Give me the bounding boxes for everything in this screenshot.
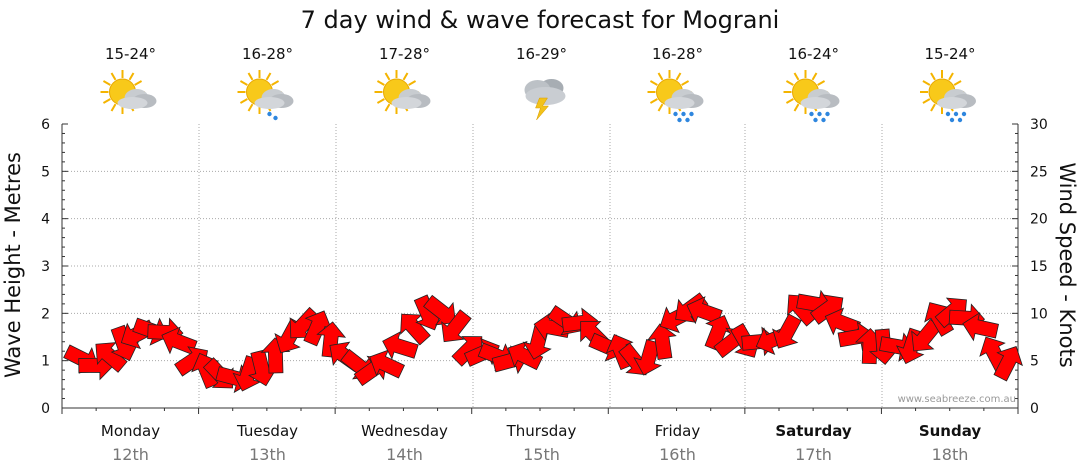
left-tick-label: 3	[41, 259, 50, 275]
partly-cloudy-icon	[100, 70, 157, 114]
wind-arrow	[772, 313, 802, 349]
wind-arrow	[289, 306, 321, 339]
wind-arrow	[382, 331, 419, 360]
wind-arrow	[993, 346, 1023, 382]
day-label: Friday	[655, 422, 701, 440]
date-label: 12th	[112, 445, 149, 464]
left-tick-label: 5	[41, 164, 50, 180]
left-tick-label: 4	[41, 212, 50, 228]
temperature-range: 16-29°	[516, 45, 567, 63]
wind-arrow	[423, 294, 456, 326]
wind-arrow	[824, 307, 861, 336]
showers-icon	[647, 70, 704, 123]
right-tick-label: 0	[1030, 401, 1039, 417]
left-tick-label: 1	[41, 354, 50, 370]
date-label: 13th	[249, 445, 286, 464]
wind-arrow	[400, 313, 431, 346]
left-axis-label: Wave Height - Metres	[1, 152, 25, 378]
light-rain-icon	[237, 70, 294, 121]
partly-cloudy-icon	[374, 70, 431, 114]
credit-label: www.seabreeze.com.au	[898, 394, 1016, 405]
right-tick-label: 10	[1030, 306, 1048, 322]
wind-arrow	[441, 309, 472, 343]
day-label: Sunday	[919, 422, 982, 440]
temperature-range: 15-24°	[105, 45, 156, 63]
wind-arrow	[369, 349, 405, 379]
wind-arrow	[686, 296, 723, 325]
right-tick-label: 5	[1030, 354, 1039, 370]
wind-arrow	[911, 318, 942, 352]
wind-arrow	[809, 294, 844, 325]
temperature-range: 16-28°	[242, 45, 293, 63]
showers-icon	[920, 70, 976, 123]
wind-arrow	[95, 342, 128, 373]
day-label: Thursday	[506, 422, 577, 440]
day-label: Monday	[101, 422, 160, 440]
day-label: Wednesday	[361, 422, 448, 440]
left-tick-label: 6	[41, 117, 50, 133]
left-tick-label: 2	[41, 306, 50, 322]
right-tick-label: 30	[1030, 117, 1048, 133]
wind-arrow	[633, 339, 663, 376]
temperature-range: 16-24°	[788, 45, 839, 63]
temperature-range: 16-28°	[652, 45, 703, 63]
right-tick-label: 15	[1030, 259, 1048, 275]
date-label: 18th	[932, 445, 969, 464]
temperature-range: 15-24°	[924, 45, 975, 63]
right-axis-label: Wind Speed - Knots	[1055, 162, 1079, 367]
wind-arrow	[647, 323, 677, 360]
chart-title: 7 day wind & wave forecast for Mograni	[301, 6, 780, 34]
day-label: Saturday	[775, 422, 852, 440]
date-label: 14th	[386, 445, 423, 464]
day-label: Tuesday	[236, 422, 298, 440]
thunderstorm-icon	[524, 79, 566, 121]
date-label: 17th	[795, 445, 832, 464]
temperature-range: 17-28°	[379, 45, 430, 63]
date-label: 16th	[659, 445, 696, 464]
wind-arrow	[962, 312, 999, 342]
wind-arrow	[303, 310, 333, 347]
showers-icon	[783, 70, 840, 123]
left-tick-label: 0	[41, 401, 50, 417]
date-label: 15th	[523, 445, 560, 464]
right-tick-label: 25	[1030, 164, 1048, 180]
right-tick-label: 20	[1030, 212, 1048, 228]
